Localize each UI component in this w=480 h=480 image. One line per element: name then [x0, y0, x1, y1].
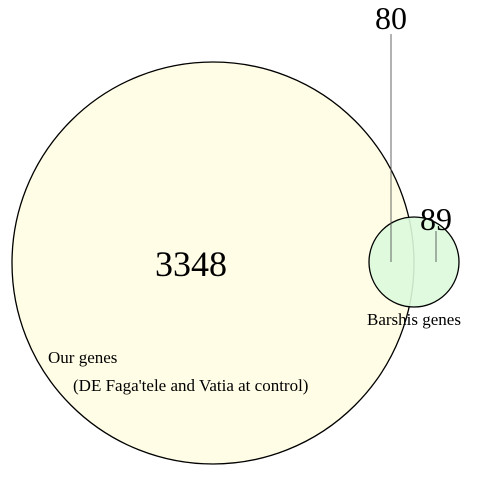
barshis-genes-label: Barshis genes [367, 310, 461, 329]
our-genes-sublabel: (DE Faga'tele and Vatia at control) [73, 376, 308, 395]
barshis-genes-circle [368, 216, 460, 308]
only-ours-count: 3348 [155, 244, 227, 284]
only-barshis-count: 89 [420, 201, 452, 237]
overlap-count: 80 [375, 0, 407, 36]
our-genes-label: Our genes [48, 348, 117, 367]
